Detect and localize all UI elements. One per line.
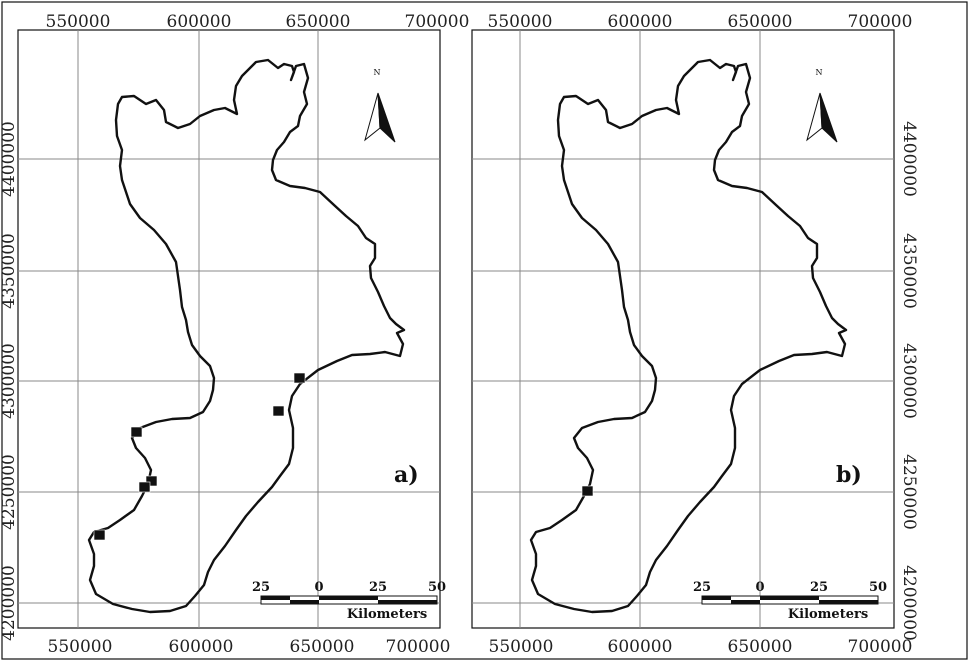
panel-a-xtick-top: 650000 (286, 12, 351, 32)
scale-bar-label: 25 (810, 580, 828, 595)
panel-a: 550000 600000 650000 700000 550000 60000… (0, 12, 469, 657)
scale-bar-label: 50 (428, 580, 446, 595)
panel-a-stations (93, 372, 306, 541)
panel-b: 550000 600000 650000 700000 550000 60000… (471, 12, 919, 657)
panel-a-ytick: 4400000 (0, 121, 19, 197)
panel-b-ytick: 4300000 (899, 343, 919, 419)
panel-a-ytick: 4200000 (0, 565, 19, 641)
station-marker (581, 485, 594, 497)
scale-bar-label: 50 (869, 580, 887, 595)
panel-a-xtick-bottom: 550000 (48, 637, 113, 657)
panel-a-ytick: 4350000 (0, 233, 19, 309)
scale-bar-label: 0 (755, 580, 764, 595)
panel-a-xtick-top: 700000 (405, 12, 470, 32)
panel-a-coastline (87, 58, 406, 614)
station-marker (145, 475, 158, 487)
panel-b-xtick-bottom: 700000 (848, 637, 913, 657)
panel-b-ytick: 4350000 (899, 233, 919, 309)
panel-a-grid (18, 30, 440, 628)
panel-b-ytick: 4250000 (899, 454, 919, 530)
panel-b-frame (471, 29, 895, 629)
panel-a-north-arrow-icon: N (364, 68, 396, 143)
panel-a-xtick-bottom: 650000 (290, 637, 355, 657)
station-marker (293, 372, 306, 384)
panel-b-xtick-bottom: 550000 (489, 637, 554, 657)
panel-b-label: b) (836, 462, 862, 488)
station-marker (93, 529, 106, 541)
panel-a-xtick-top: 600000 (167, 12, 232, 32)
station-marker (138, 481, 151, 493)
scale-bar-label: 25 (369, 580, 387, 595)
scale-bar-unit: Kilometers (788, 607, 868, 622)
panel-b-north-arrow-icon: N (806, 68, 838, 143)
scale-bar-unit: Kilometers (347, 607, 427, 622)
panel-a-scale-bar: 25 0 25 50 Kilometers (252, 580, 446, 622)
panel-b-xtick-top: 550000 (488, 12, 553, 32)
station-marker (130, 426, 143, 438)
panel-a-ytick: 4300000 (0, 343, 19, 419)
panel-b-scale-bar: 25 0 25 50 Kilometers (693, 580, 887, 622)
panel-b-coastline (529, 58, 848, 614)
panel-b-xtick-top: 600000 (608, 12, 673, 32)
north-label: N (374, 68, 381, 77)
panel-b-ytick: 4200000 (899, 565, 919, 641)
scale-bar-label: 25 (252, 580, 270, 595)
panel-b-xtick-top: 650000 (728, 12, 793, 32)
panel-b-stations (581, 485, 594, 497)
panel-b-xtick-bottom: 600000 (608, 637, 673, 657)
panel-a-xtick-bottom: 700000 (386, 637, 451, 657)
panel-b-ytick: 4400000 (899, 121, 919, 197)
scale-bar-label: 0 (314, 580, 323, 595)
panel-a-frame (17, 29, 441, 629)
panel-b-grid (472, 30, 894, 628)
panel-b-xtick-top: 700000 (848, 12, 913, 32)
scale-bar-label: 25 (693, 580, 711, 595)
panel-a-xtick-top: 550000 (46, 12, 111, 32)
panel-a-ytick: 4250000 (0, 454, 19, 530)
panel-b-xtick-bottom: 650000 (728, 637, 793, 657)
station-marker (272, 405, 285, 417)
north-label: N (816, 68, 823, 77)
panel-a-xtick-bottom: 600000 (169, 637, 234, 657)
panel-a-label: a) (394, 462, 419, 488)
